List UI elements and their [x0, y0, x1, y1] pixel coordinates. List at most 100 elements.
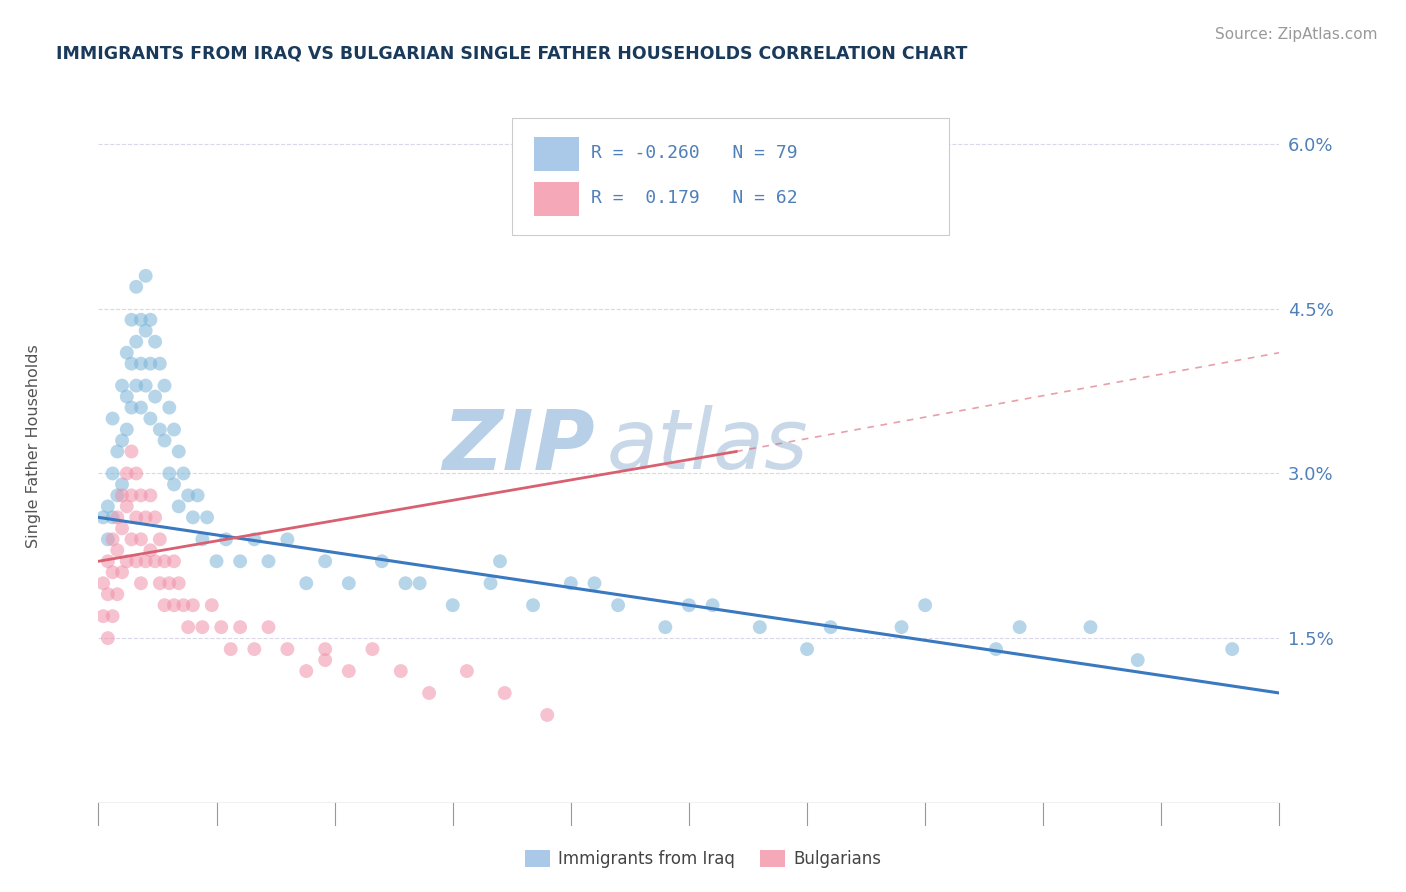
Point — [91, 576, 114, 591]
Point — [1080, 620, 1102, 634]
Point — [479, 576, 502, 591]
Point — [187, 488, 209, 502]
Point — [163, 477, 186, 491]
Point — [494, 686, 516, 700]
Point — [172, 467, 194, 481]
Point — [201, 598, 224, 612]
Point — [654, 620, 676, 634]
Point — [394, 576, 416, 591]
Point — [890, 620, 912, 634]
Point — [101, 533, 124, 547]
Point — [583, 576, 606, 591]
Point — [135, 324, 157, 338]
Point — [129, 576, 152, 591]
Point — [115, 500, 138, 514]
Point — [314, 642, 336, 657]
Point — [796, 642, 818, 657]
Point — [125, 554, 148, 568]
Point — [607, 598, 630, 612]
Point — [167, 500, 190, 514]
Point — [163, 554, 186, 568]
Bar — [534, 182, 579, 216]
Point — [702, 598, 724, 612]
Point — [105, 510, 128, 524]
Point — [111, 477, 134, 491]
Point — [135, 510, 157, 524]
Point — [337, 664, 360, 678]
Point — [257, 620, 280, 634]
Point — [121, 444, 143, 458]
Point — [163, 598, 186, 612]
Point — [191, 533, 214, 547]
Point — [583, 181, 606, 195]
Text: Single Father Households: Single Father Households — [25, 344, 41, 548]
Point — [105, 444, 128, 458]
Point — [135, 268, 157, 283]
Point — [157, 401, 180, 415]
Point — [129, 312, 152, 326]
Point — [149, 423, 172, 437]
Point — [129, 401, 152, 415]
Point — [219, 642, 242, 657]
Point — [139, 357, 162, 371]
Point — [522, 598, 544, 612]
Point — [389, 664, 412, 678]
Point — [1126, 653, 1149, 667]
Point — [153, 434, 176, 448]
Point — [418, 686, 440, 700]
Point — [167, 444, 190, 458]
Point — [111, 488, 134, 502]
Point — [125, 280, 148, 294]
Point — [181, 510, 204, 524]
Point — [143, 334, 166, 349]
Point — [121, 488, 143, 502]
Point — [243, 642, 266, 657]
Point — [1220, 642, 1243, 657]
Text: Source: ZipAtlas.com: Source: ZipAtlas.com — [1215, 27, 1378, 42]
Point — [135, 554, 157, 568]
Point — [143, 510, 166, 524]
Point — [295, 576, 318, 591]
Point — [97, 587, 120, 601]
Point — [121, 401, 143, 415]
Point — [678, 598, 700, 612]
Point — [139, 312, 162, 326]
Point — [125, 510, 148, 524]
Point — [209, 620, 232, 634]
Point — [139, 488, 162, 502]
Point — [371, 554, 394, 568]
Point — [441, 598, 464, 612]
Text: IMMIGRANTS FROM IRAQ VS BULGARIAN SINGLE FATHER HOUSEHOLDS CORRELATION CHART: IMMIGRANTS FROM IRAQ VS BULGARIAN SINGLE… — [56, 45, 967, 62]
Point — [143, 390, 166, 404]
Point — [105, 587, 128, 601]
Point — [215, 533, 238, 547]
Point — [91, 510, 114, 524]
Text: 25.0%: 25.0% — [1222, 890, 1279, 892]
Point — [167, 576, 190, 591]
Point — [129, 488, 152, 502]
Text: R = -0.260   N = 79: R = -0.260 N = 79 — [591, 145, 797, 162]
Point — [111, 378, 134, 392]
Point — [115, 390, 138, 404]
Point — [91, 609, 114, 624]
Point — [101, 566, 124, 580]
Point — [97, 554, 120, 568]
Point — [229, 620, 252, 634]
Text: R =  0.179   N = 62: R = 0.179 N = 62 — [591, 189, 797, 207]
Point — [97, 631, 120, 645]
Point — [101, 609, 124, 624]
Point — [115, 423, 138, 437]
Text: atlas: atlas — [606, 406, 808, 486]
Point — [295, 664, 318, 678]
Point — [125, 467, 148, 481]
Text: ZIP: ZIP — [441, 406, 595, 486]
Point — [149, 576, 172, 591]
Point — [149, 533, 172, 547]
Point — [984, 642, 1007, 657]
Point — [314, 554, 336, 568]
Point — [314, 653, 336, 667]
Point — [121, 533, 143, 547]
Point — [125, 334, 148, 349]
FancyBboxPatch shape — [512, 118, 949, 235]
Point — [177, 620, 200, 634]
